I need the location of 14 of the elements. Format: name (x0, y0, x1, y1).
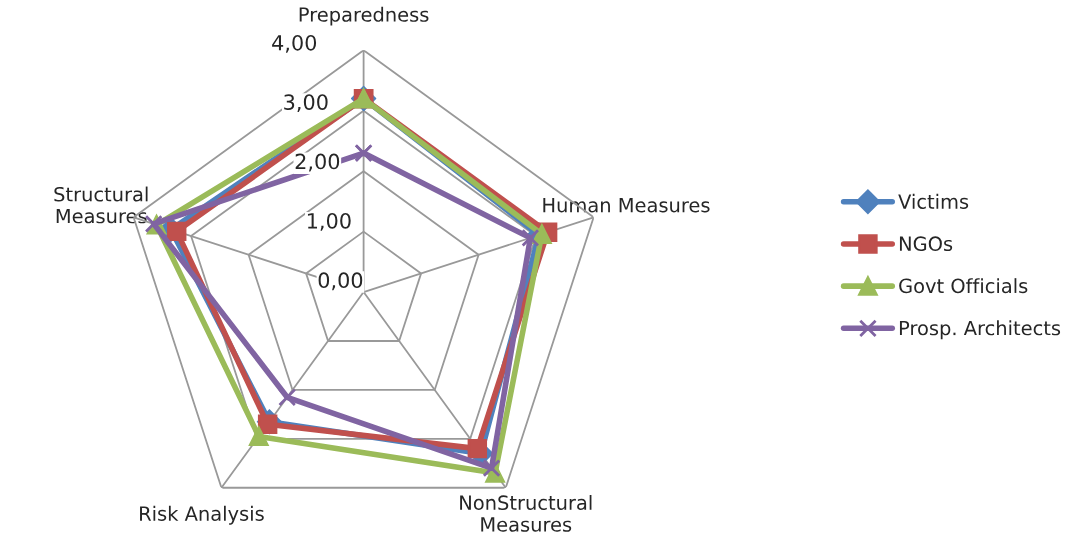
spoke-label: NonStructural Measures (460, 494, 592, 532)
legend-label: NGOs (899, 236, 953, 252)
y-tick-label: 0,00 (318, 272, 363, 291)
legend-label: Victims (898, 193, 969, 209)
spoke-label: Human Measures (543, 198, 710, 213)
legend-label: Govt Officials (899, 278, 1028, 294)
legend-label: Prosp. Architects (899, 320, 1061, 340)
y-tick-label: 4,00 (272, 34, 317, 53)
spoke-label: Preparedness (299, 6, 429, 26)
spoke-label: Structural Measures (54, 186, 148, 224)
spoke-label: Risk Analysis (140, 505, 264, 525)
y-tick-label: 2,00 (295, 153, 340, 172)
y-tick-label: 3,00 (284, 94, 328, 113)
y-tick-label: 1,00 (307, 212, 351, 231)
